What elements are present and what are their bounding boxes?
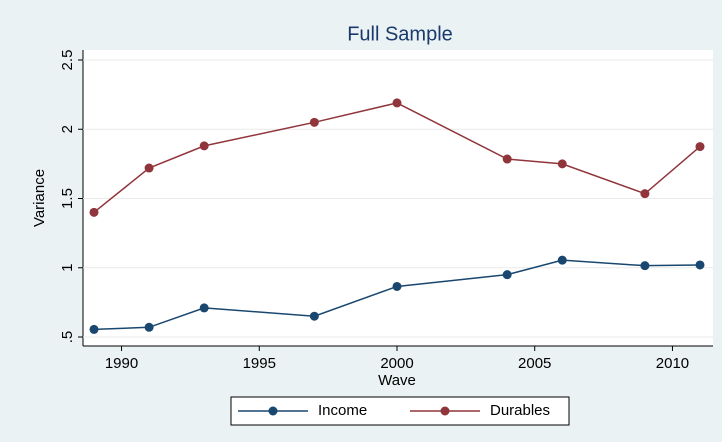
legend-label: Durables [490,402,550,419]
data-point [695,142,705,152]
data-point [144,163,154,173]
y-tick-label: .5 [59,331,76,344]
legend-marker [440,406,450,416]
data-point [640,189,650,199]
legend-label: Income [318,402,367,419]
data-point [640,261,650,271]
data-point [309,311,319,321]
data-point [199,303,209,313]
y-tick-label: 2.5 [59,50,76,71]
y-tick-label: 2 [59,125,76,133]
data-point [89,207,99,217]
x-axis-title: Wave [378,372,416,389]
data-point [199,141,209,151]
y-tick-label: 1 [59,264,76,272]
x-tick-label: 1990 [105,355,138,372]
x-tick-label: 1995 [243,355,276,372]
data-point [392,281,402,291]
y-axis-title: Variance [31,169,48,227]
x-tick-label: 2005 [518,355,551,372]
x-tick-label: 2010 [656,355,689,372]
chart-title: Full Sample [347,23,453,45]
data-point [502,154,512,164]
data-point [392,98,402,108]
data-point [695,260,705,270]
legend-marker [268,406,278,416]
data-point [89,324,99,334]
data-point [502,270,512,280]
data-point [557,255,567,265]
data-point [309,117,319,127]
x-tick-label: 2000 [380,355,413,372]
data-point [144,322,154,332]
data-point [557,159,567,169]
y-tick-label: 1.5 [59,188,76,209]
